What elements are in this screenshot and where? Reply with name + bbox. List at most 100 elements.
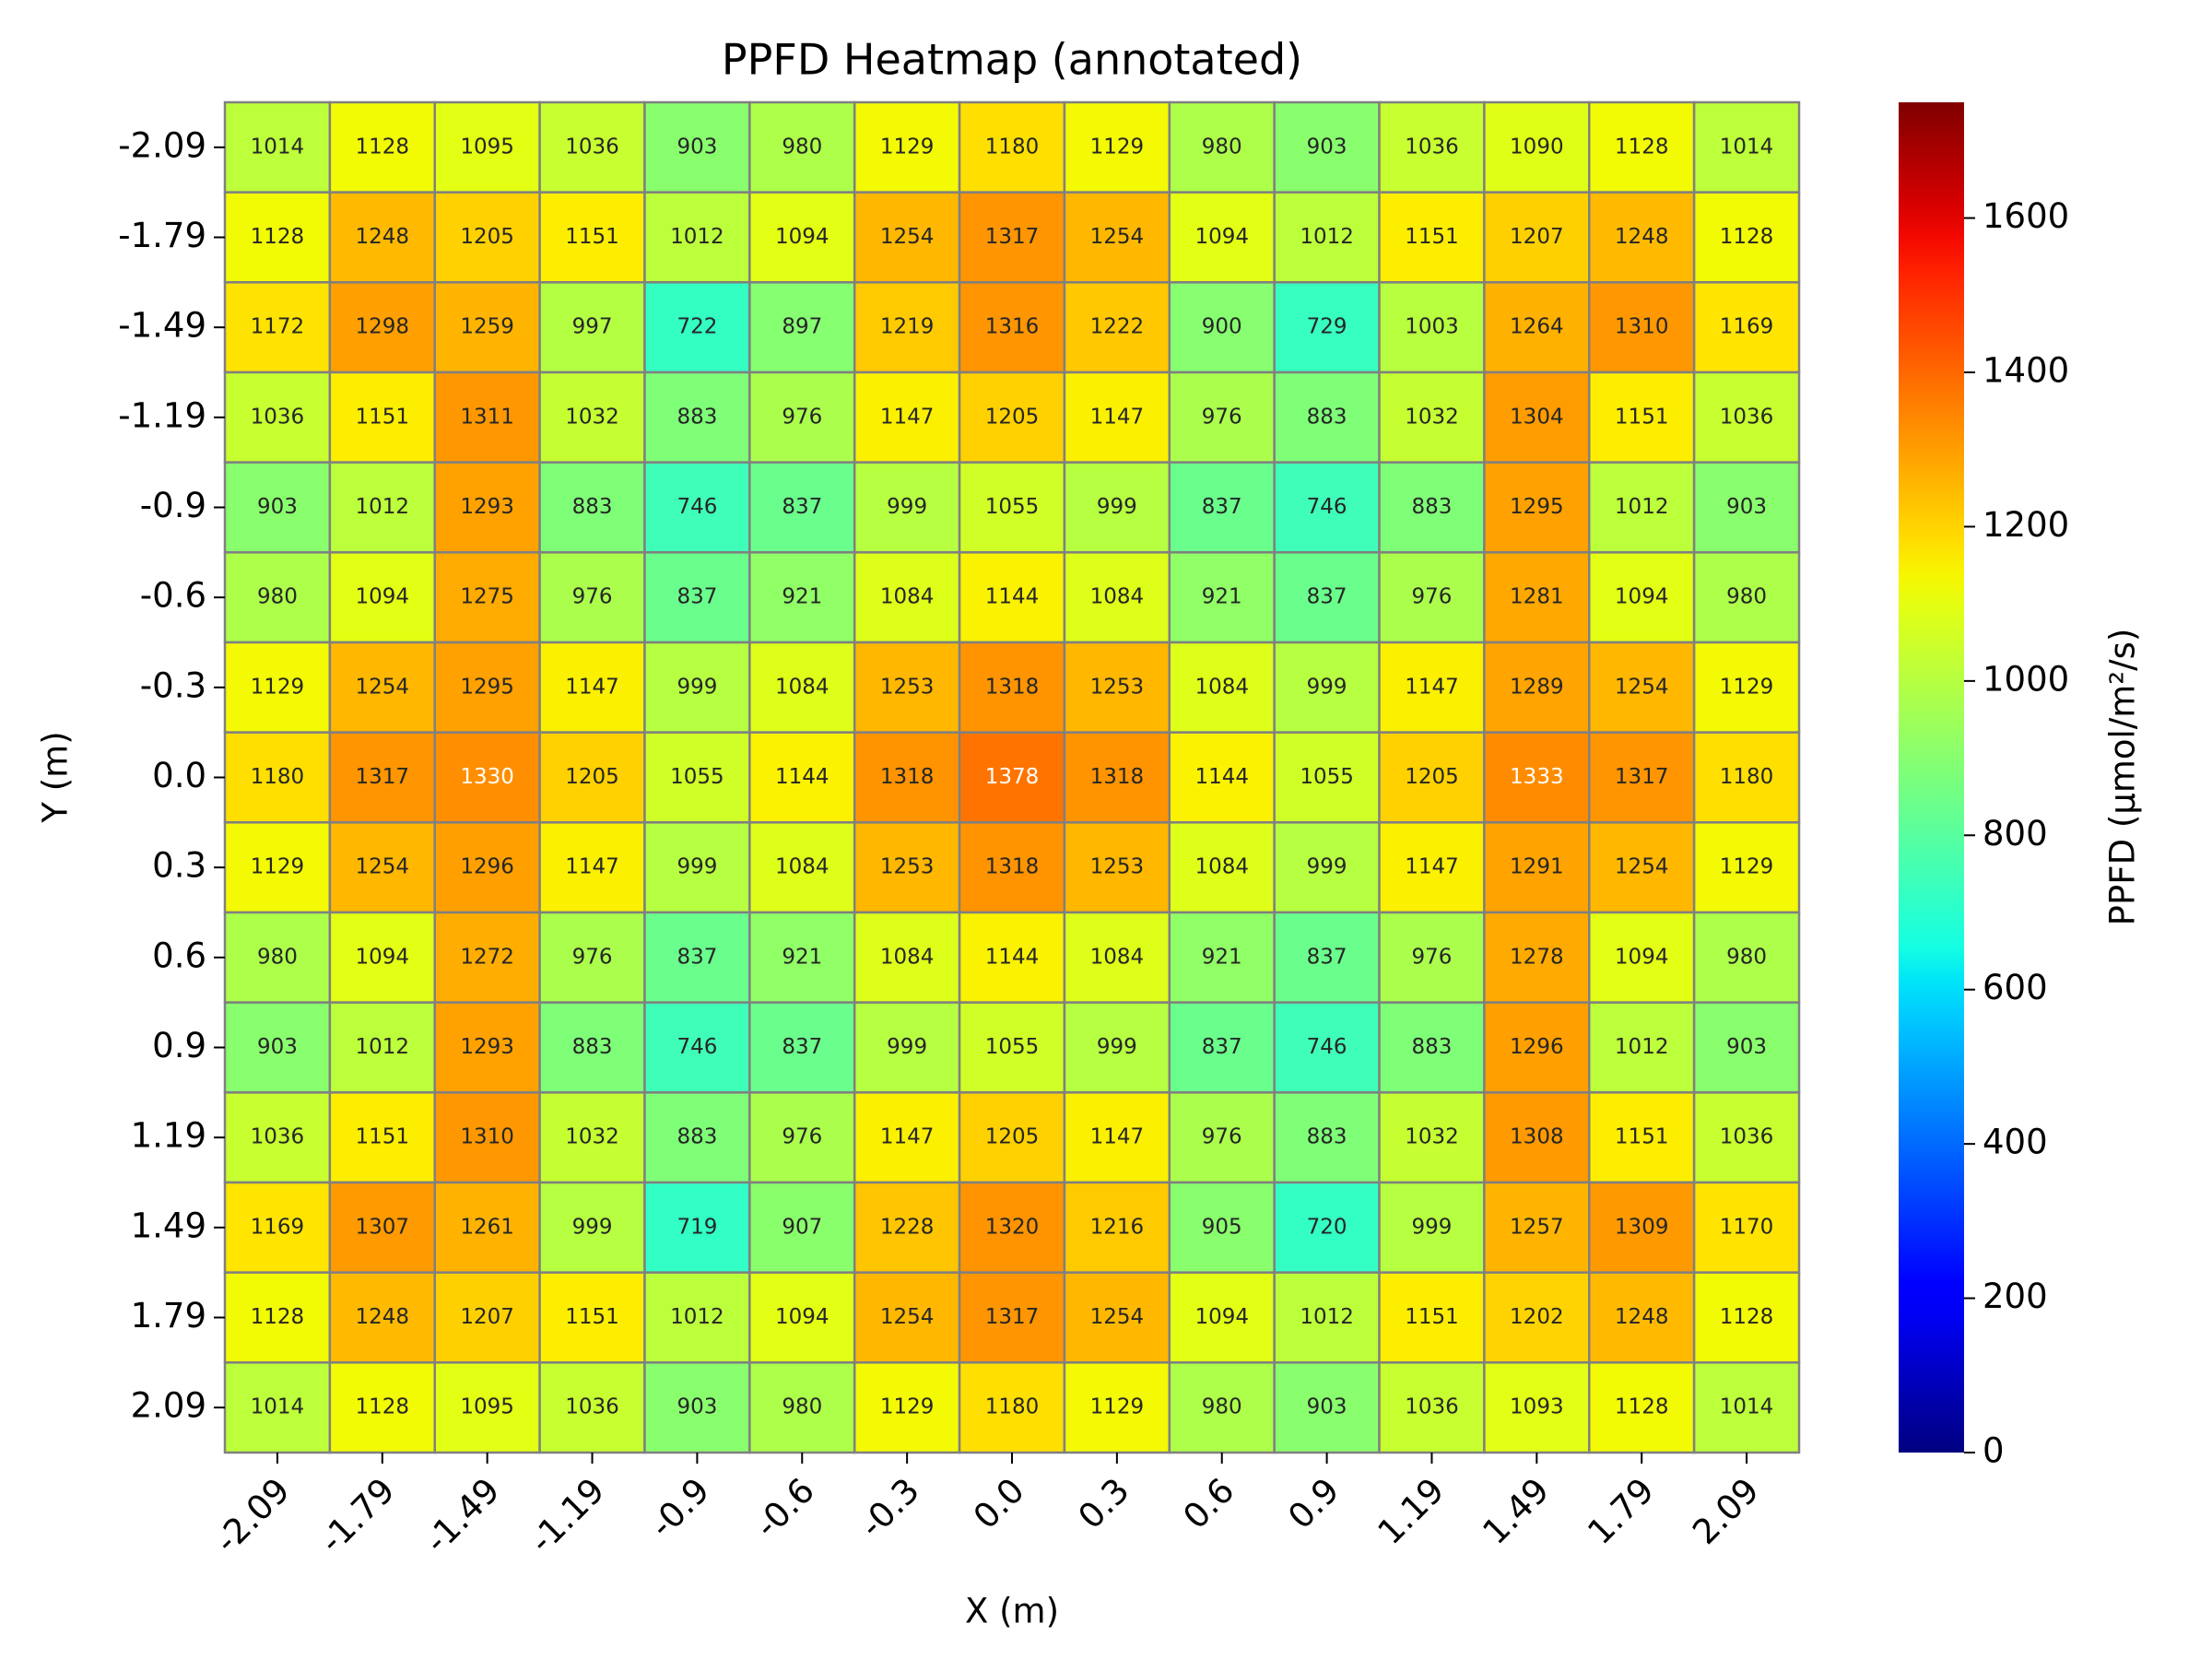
y-tick-label: -0.6 [140,576,206,616]
heatmap-cell [1588,1181,1696,1274]
cell-annotation: 720 [1307,1215,1347,1239]
cell-annotation: 1307 [356,1215,410,1239]
heatmap-cell [1168,461,1276,554]
heatmap-cell [853,461,961,554]
heatmap-cell [1483,911,1591,1004]
cell-annotation: 1032 [565,1125,619,1149]
heatmap-cell [223,641,332,734]
heatmap-cell [958,641,1066,734]
cell-annotation: 1205 [985,1125,1040,1149]
heatmap-cell [1378,911,1486,1004]
cell-annotation: 883 [1412,1035,1453,1059]
cell-annotation: 1014 [1720,135,1774,159]
cell-annotation: 999 [1307,855,1347,879]
heatmap-cell [1692,461,1801,554]
heatmap-cell [1692,641,1801,734]
cell-annotation: 1333 [1510,765,1564,789]
cell-annotation: 1318 [1090,765,1145,789]
cell-annotation: 1129 [1720,855,1774,879]
cell-annotation: 1296 [1510,1035,1564,1059]
x-tick-label: 0.0 [966,1470,1032,1536]
cell-annotation: 1254 [1615,675,1669,699]
heatmap-cell [748,821,856,914]
heatmap-cell [1273,1001,1381,1094]
heatmap-cell [748,100,856,194]
colorbar-tick-label: 1000 [1983,659,2069,699]
y-tick-label: 2.09 [131,1386,206,1426]
cell-annotation: 1293 [460,495,514,519]
cell-annotation: 1036 [565,135,619,159]
cell-annotation: 1202 [1510,1305,1564,1329]
heatmap-cell [1168,551,1276,644]
cell-annotation: 1094 [775,1305,830,1329]
heatmap-cell [328,1001,436,1094]
cell-annotation: 921 [1202,585,1242,609]
cell-annotation: 1169 [251,1215,305,1239]
cell-annotation: 1036 [1720,405,1774,429]
cell-annotation: 980 [257,585,298,609]
heatmap-cell [1483,191,1591,284]
cell-annotation: 976 [1412,585,1453,609]
cell-annotation: 1172 [251,315,305,339]
cell-annotation: 903 [1307,135,1347,159]
cell-annotation: 1278 [1510,945,1564,969]
colorbar-tick-label: 1200 [1983,505,2069,545]
cell-annotation: 1147 [880,405,935,429]
heatmap-cell [1692,1361,1801,1454]
cell-annotation: 1216 [1090,1215,1145,1239]
cell-annotation: 1248 [356,225,410,249]
cell-annotation: 1151 [1405,1305,1459,1329]
heatmap-cell [1692,731,1801,824]
cell-annotation: 1128 [251,1305,305,1329]
cell-annotation: 1036 [251,405,305,429]
x-tick-label: -0.9 [642,1470,717,1545]
y-tick-label: 1.49 [131,1206,206,1245]
cell-annotation: 1128 [251,225,305,249]
cell-annotation: 1147 [565,855,619,879]
heatmap-cell [853,281,961,374]
cell-annotation: 1289 [1510,675,1564,699]
x-tick-label: -1.19 [522,1470,612,1560]
cell-annotation: 837 [677,945,717,969]
heatmap-cell [1692,281,1801,374]
cell-annotation: 883 [677,1125,717,1149]
colorbar-label: PPFD (µmol/m²/s) [2103,629,2143,926]
cell-annotation: 1036 [1720,1125,1774,1149]
cell-annotation: 1055 [985,495,1040,519]
cell-annotation: 903 [257,495,298,519]
heatmap-cell [853,641,961,734]
heatmap-cell [853,1361,961,1454]
cell-annotation: 1129 [1090,1395,1145,1419]
cell-annotation: 980 [1202,135,1242,159]
heatmap-cell [538,371,646,464]
cell-annotation: 1253 [880,855,935,879]
cell-annotation: 1205 [1405,765,1459,789]
cell-annotation: 1320 [985,1215,1040,1239]
cell-annotation: 980 [257,945,298,969]
x-tick-label: 1.19 [1371,1470,1453,1552]
y-tick-label: 0.3 [152,846,206,886]
heatmap-cell [223,1181,332,1274]
heatmap-cell [958,461,1066,554]
cell-annotation: 1151 [356,1125,410,1149]
cell-annotation: 1151 [565,225,619,249]
cell-annotation: 1207 [1510,225,1564,249]
cell-annotation: 1129 [880,1395,935,1419]
x-tick-label: 2.09 [1685,1470,1767,1552]
cell-annotation: 1095 [460,1395,514,1419]
cell-annotation: 883 [1307,1125,1347,1149]
y-tick-label: 0.9 [152,1026,206,1065]
heatmap-cell [748,281,856,374]
heatmap-cell [958,191,1066,284]
heatmap-cell [1588,461,1696,554]
heatmap-cell [223,1361,332,1454]
cell-annotation: 1090 [1510,135,1564,159]
cell-annotation: 976 [782,405,822,429]
cell-annotation: 980 [1726,585,1767,609]
cell-annotation: 1084 [880,945,935,969]
cell-annotation: 1257 [1510,1215,1564,1239]
cell-annotation: 1094 [356,585,410,609]
heatmap-cell [1168,100,1276,194]
cell-annotation: 1253 [880,675,935,699]
cell-annotation: 1014 [251,1395,305,1419]
